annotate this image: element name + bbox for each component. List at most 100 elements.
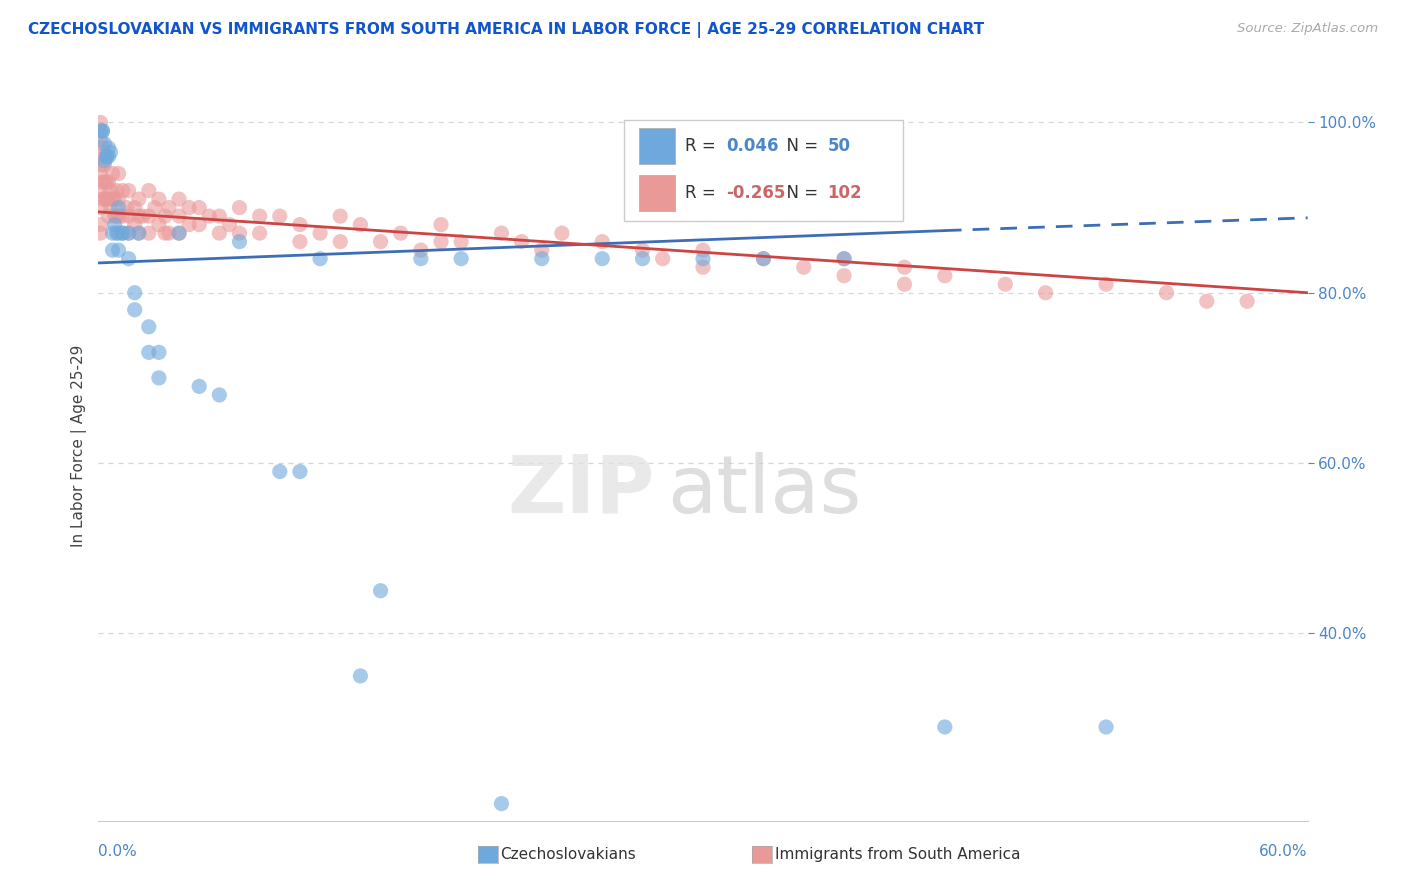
Point bbox=[188, 379, 211, 393]
Point bbox=[269, 465, 291, 479]
Point bbox=[96, 149, 118, 163]
Point bbox=[148, 192, 170, 206]
Point bbox=[143, 201, 166, 215]
Point bbox=[93, 192, 115, 206]
Point bbox=[111, 209, 134, 223]
Point bbox=[208, 388, 231, 402]
Point bbox=[1095, 277, 1118, 292]
Point bbox=[994, 277, 1017, 292]
Point bbox=[228, 201, 250, 215]
Point bbox=[107, 226, 129, 240]
Point bbox=[93, 136, 115, 151]
Point bbox=[103, 192, 125, 206]
Point bbox=[491, 797, 513, 811]
Point bbox=[409, 252, 432, 266]
Text: ZIP: ZIP bbox=[508, 452, 655, 530]
Point bbox=[228, 235, 250, 249]
Point bbox=[128, 226, 150, 240]
Point bbox=[309, 252, 332, 266]
Point bbox=[101, 167, 124, 181]
Point bbox=[329, 209, 352, 223]
Point bbox=[188, 201, 211, 215]
Point bbox=[389, 226, 412, 240]
Point bbox=[111, 226, 134, 240]
Point bbox=[309, 226, 332, 240]
Point bbox=[752, 252, 775, 266]
Point bbox=[430, 235, 453, 249]
Point bbox=[128, 209, 150, 223]
Point bbox=[124, 302, 146, 317]
Point bbox=[91, 192, 114, 206]
Text: 50: 50 bbox=[828, 136, 851, 154]
Point bbox=[89, 201, 111, 215]
Point bbox=[1195, 294, 1218, 309]
Point bbox=[430, 218, 453, 232]
Point bbox=[105, 226, 128, 240]
Point bbox=[1095, 720, 1118, 734]
Point bbox=[208, 226, 231, 240]
Text: atlas: atlas bbox=[666, 452, 860, 530]
Point bbox=[118, 209, 141, 223]
Point bbox=[97, 149, 120, 163]
Point bbox=[370, 583, 392, 598]
Point bbox=[105, 209, 128, 223]
Point bbox=[89, 226, 111, 240]
Point bbox=[107, 192, 129, 206]
Point bbox=[450, 252, 472, 266]
Point bbox=[148, 371, 170, 385]
Point bbox=[450, 235, 472, 249]
Text: 0.0%: 0.0% bbox=[98, 845, 138, 860]
Point bbox=[89, 124, 111, 138]
Point bbox=[124, 201, 146, 215]
Point bbox=[1236, 294, 1258, 309]
Point bbox=[179, 218, 201, 232]
Point bbox=[934, 268, 956, 283]
Point bbox=[115, 201, 138, 215]
Point bbox=[103, 209, 125, 223]
Point bbox=[167, 226, 190, 240]
Point bbox=[692, 243, 714, 257]
Point bbox=[97, 192, 120, 206]
Point bbox=[349, 669, 371, 683]
Point bbox=[138, 184, 160, 198]
Text: Source: ZipAtlas.com: Source: ZipAtlas.com bbox=[1237, 22, 1378, 36]
Point bbox=[101, 192, 124, 206]
Point bbox=[111, 226, 134, 240]
Point bbox=[91, 158, 114, 172]
Point bbox=[153, 209, 176, 223]
Point bbox=[349, 218, 371, 232]
FancyBboxPatch shape bbox=[638, 175, 675, 211]
Point bbox=[132, 209, 155, 223]
Point bbox=[89, 132, 111, 146]
Point bbox=[107, 201, 129, 215]
Point bbox=[167, 226, 190, 240]
Point bbox=[118, 184, 141, 198]
Point bbox=[138, 226, 160, 240]
Point bbox=[1035, 285, 1057, 300]
Point bbox=[97, 175, 120, 189]
Text: Czechoslovakians: Czechoslovakians bbox=[501, 847, 637, 862]
Point bbox=[100, 184, 122, 198]
Point bbox=[832, 252, 855, 266]
Point bbox=[934, 720, 956, 734]
Point bbox=[107, 243, 129, 257]
Point bbox=[591, 252, 613, 266]
Point bbox=[651, 252, 673, 266]
Point bbox=[96, 149, 118, 163]
Text: Immigrants from South America: Immigrants from South America bbox=[775, 847, 1021, 862]
Point bbox=[89, 184, 111, 198]
Point bbox=[530, 252, 553, 266]
Point bbox=[89, 218, 111, 232]
Y-axis label: In Labor Force | Age 25-29: In Labor Force | Age 25-29 bbox=[72, 345, 87, 547]
Point bbox=[138, 345, 160, 359]
Text: 102: 102 bbox=[828, 184, 862, 202]
Point bbox=[832, 268, 855, 283]
Point bbox=[124, 285, 146, 300]
Point bbox=[329, 235, 352, 249]
Point bbox=[118, 252, 141, 266]
Point bbox=[93, 153, 115, 168]
Point bbox=[101, 243, 124, 257]
Point bbox=[157, 226, 180, 240]
Text: CZECHOSLOVAKIAN VS IMMIGRANTS FROM SOUTH AMERICA IN LABOR FORCE | AGE 25-29 CORR: CZECHOSLOVAKIAN VS IMMIGRANTS FROM SOUTH… bbox=[28, 22, 984, 38]
Point bbox=[228, 226, 250, 240]
